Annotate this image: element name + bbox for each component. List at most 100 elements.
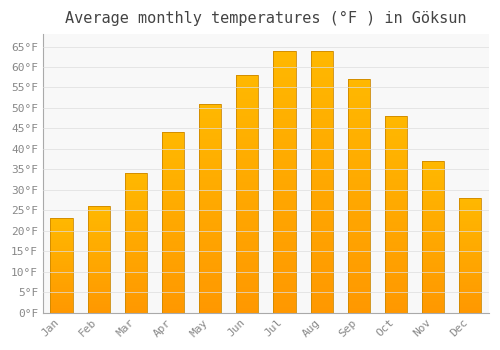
Bar <box>88 283 110 284</box>
Bar <box>124 200 147 201</box>
Bar <box>422 251 444 252</box>
Bar <box>274 271 295 273</box>
Bar <box>124 196 147 197</box>
Bar <box>310 137 333 140</box>
Bar <box>88 206 110 207</box>
Bar <box>310 132 333 134</box>
Bar <box>50 252 72 253</box>
Bar <box>274 166 295 168</box>
Bar <box>274 137 295 140</box>
Bar <box>88 260 110 261</box>
Bar <box>274 51 295 313</box>
Bar <box>50 258 72 259</box>
Bar <box>162 237 184 239</box>
Bar <box>422 255 444 257</box>
Bar <box>274 155 295 158</box>
Bar <box>162 147 184 149</box>
Bar <box>124 218 147 219</box>
Bar <box>199 144 222 146</box>
Bar <box>422 217 444 219</box>
Bar <box>162 228 184 230</box>
Bar <box>124 261 147 262</box>
Bar <box>348 189 370 191</box>
Bar <box>236 303 258 306</box>
Bar <box>236 161 258 163</box>
Bar <box>199 162 222 164</box>
Bar <box>199 127 222 129</box>
Bar <box>236 199 258 201</box>
Bar <box>310 276 333 279</box>
Bar <box>422 184 444 186</box>
Bar <box>199 302 222 304</box>
Bar <box>459 209 481 211</box>
Bar <box>274 263 295 265</box>
Bar <box>348 219 370 222</box>
Bar <box>310 85 333 87</box>
Bar <box>88 241 110 243</box>
Bar <box>274 158 295 161</box>
Bar <box>199 106 222 108</box>
Bar <box>162 223 184 224</box>
Bar <box>88 240 110 241</box>
Bar <box>459 284 481 285</box>
Bar <box>348 296 370 299</box>
Bar <box>385 181 407 183</box>
Bar <box>88 285 110 286</box>
Bar <box>162 143 184 145</box>
Bar <box>274 197 295 200</box>
Bar <box>199 202 222 204</box>
Bar <box>348 217 370 219</box>
Bar <box>199 252 222 254</box>
Bar <box>124 304 147 306</box>
Bar <box>50 278 72 279</box>
Bar <box>310 134 333 137</box>
Bar <box>236 263 258 265</box>
Bar <box>348 196 370 198</box>
Bar <box>236 146 258 149</box>
Bar <box>199 308 222 310</box>
Bar <box>422 178 444 179</box>
Bar <box>199 219 222 221</box>
Bar <box>50 286 72 287</box>
Bar <box>385 142 407 143</box>
Bar <box>310 127 333 129</box>
Bar <box>310 98 333 100</box>
Bar <box>199 215 222 217</box>
Bar <box>348 282 370 285</box>
Bar <box>310 129 333 132</box>
Bar <box>385 152 407 153</box>
Bar <box>385 289 407 291</box>
Bar <box>199 169 222 171</box>
Bar <box>274 239 295 242</box>
Bar <box>236 168 258 170</box>
Bar <box>50 303 72 304</box>
Bar <box>385 285 407 287</box>
Bar <box>236 75 258 313</box>
Bar <box>124 250 147 251</box>
Bar <box>124 254 147 256</box>
Bar <box>348 236 370 238</box>
Bar <box>459 260 481 261</box>
Bar <box>199 298 222 300</box>
Bar <box>459 288 481 290</box>
Bar <box>236 122 258 125</box>
Bar <box>459 263 481 265</box>
Bar <box>310 247 333 250</box>
Bar <box>348 226 370 229</box>
Bar <box>88 226 110 228</box>
Bar <box>385 179 407 181</box>
Bar <box>162 239 184 240</box>
Bar <box>236 118 258 120</box>
Bar <box>162 271 184 273</box>
Bar <box>199 179 222 181</box>
Bar <box>88 292 110 294</box>
Bar <box>162 206 184 208</box>
Bar <box>88 297 110 298</box>
Bar <box>236 175 258 177</box>
Bar <box>422 282 444 284</box>
Bar <box>124 281 147 282</box>
Bar <box>274 189 295 192</box>
Bar <box>88 239 110 240</box>
Bar <box>459 244 481 245</box>
Bar <box>348 259 370 261</box>
